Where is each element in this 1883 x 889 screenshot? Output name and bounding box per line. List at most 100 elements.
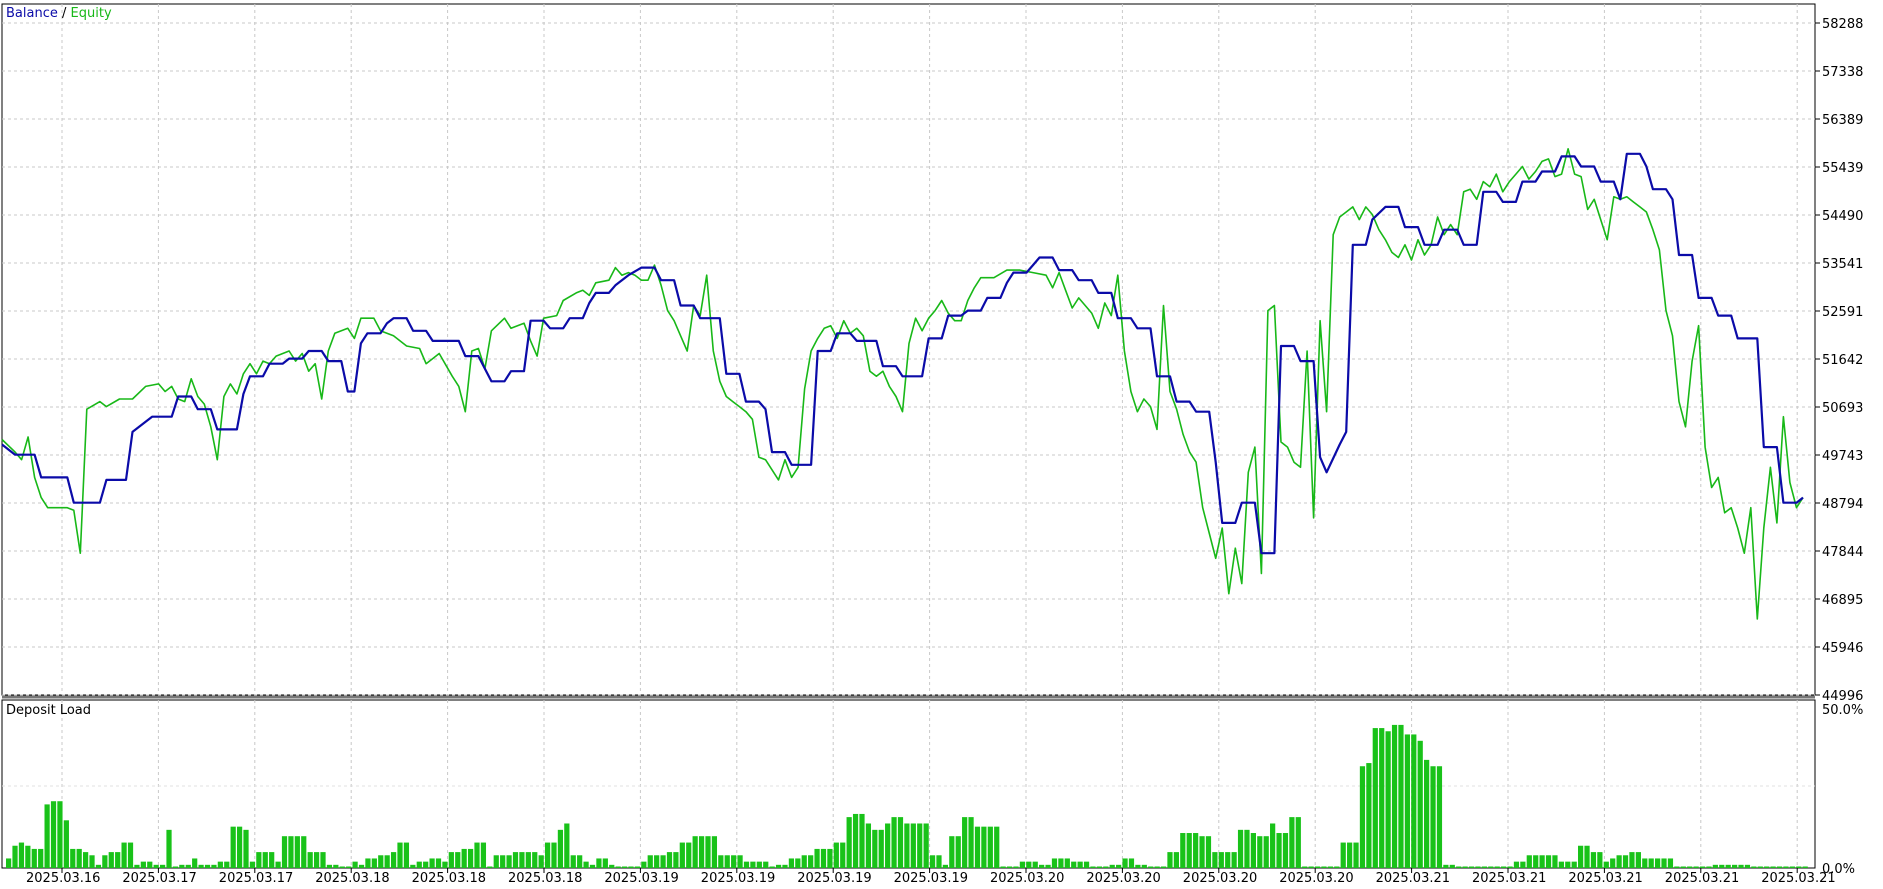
- x-tick-label: 2025.03.20: [1279, 871, 1353, 885]
- load-bar: [1231, 852, 1237, 868]
- load-bar: [1597, 852, 1603, 868]
- load-bar: [70, 848, 76, 868]
- load-bar: [1302, 866, 1308, 868]
- load-bar: [1295, 817, 1301, 868]
- load-bar: [1764, 866, 1770, 868]
- x-tick-label: 2025.03.18: [508, 871, 582, 885]
- x-tick-label: 2025.03.18: [315, 871, 389, 885]
- load-bar: [1578, 845, 1584, 868]
- load-bar: [63, 820, 69, 868]
- load-bar: [166, 829, 172, 868]
- load-bar: [1706, 866, 1712, 868]
- load-bar: [673, 852, 679, 868]
- load-bar: [487, 866, 493, 868]
- load-bar: [1160, 866, 1167, 868]
- load-bar: [1077, 861, 1083, 868]
- load-bar: [1610, 858, 1616, 868]
- load-bar: [904, 823, 910, 868]
- load-bar: [538, 855, 544, 868]
- load-bar: [1545, 855, 1552, 868]
- load-bar: [333, 864, 339, 868]
- load-bar: [1327, 866, 1333, 868]
- load-bar: [461, 848, 467, 868]
- load-bar: [1468, 866, 1475, 868]
- load-bar: [1424, 759, 1430, 868]
- load-bar: [211, 864, 217, 868]
- load-bar: [878, 829, 884, 868]
- load-bar: [1321, 866, 1327, 868]
- load-bar: [1103, 866, 1109, 868]
- y-tick-label: 46895: [1822, 593, 1863, 608]
- load-bar: [89, 855, 95, 868]
- load-bar: [1173, 852, 1179, 868]
- x-tick-label: 2025.03.20: [990, 871, 1064, 885]
- load-bar: [1436, 766, 1443, 868]
- load-bar: [1359, 766, 1366, 868]
- load-bar: [1622, 855, 1629, 868]
- load-bar: [38, 848, 44, 868]
- load-bar: [416, 861, 422, 868]
- load-bar: [1648, 858, 1654, 868]
- load-y-tick-label: 50.0%: [1822, 703, 1863, 718]
- load-bar: [1334, 866, 1340, 868]
- load-bar: [326, 864, 333, 868]
- load-bar: [1552, 855, 1558, 868]
- load-bar: [795, 858, 801, 868]
- y-tick-label: 52591: [1822, 305, 1863, 320]
- load-bar: [583, 861, 589, 868]
- load-bar: [820, 848, 827, 868]
- load-bar: [1032, 861, 1038, 868]
- load-bar: [1019, 861, 1026, 868]
- load-bar: [1276, 833, 1282, 868]
- load-bar: [1013, 866, 1019, 868]
- load-bar: [557, 829, 564, 868]
- load-bar: [1635, 852, 1641, 868]
- y-tick-label: 47844: [1822, 545, 1863, 560]
- load-y-tick-label: 0.0%: [1822, 862, 1855, 877]
- load-bar: [962, 817, 968, 868]
- load-bar: [788, 858, 795, 868]
- load-bar: [1488, 866, 1494, 868]
- load-bar: [230, 826, 236, 868]
- load-bar: [192, 858, 198, 868]
- load-bar: [1404, 734, 1410, 868]
- load-bar: [1783, 866, 1789, 868]
- load-bar: [1391, 724, 1398, 868]
- load-bar: [1796, 866, 1802, 868]
- load-bar: [827, 848, 833, 868]
- load-bar: [1186, 833, 1192, 868]
- load-bar: [1565, 861, 1571, 868]
- legend-balance: Balance: [6, 6, 58, 21]
- load-bar: [1603, 861, 1609, 868]
- load-bar: [923, 823, 929, 868]
- load-bar: [474, 842, 480, 868]
- load-bar: [1481, 866, 1487, 868]
- load-bar: [256, 852, 262, 868]
- load-bar: [910, 823, 916, 868]
- load-bar: [1218, 852, 1224, 868]
- load-bar: [711, 836, 718, 868]
- load-bar: [692, 836, 698, 868]
- load-bar: [750, 861, 756, 868]
- load-bar: [301, 836, 307, 868]
- load-bar: [307, 852, 313, 868]
- load-bar: [1590, 852, 1597, 868]
- x-tick-label: 2025.03.21: [1761, 871, 1835, 885]
- load-bar: [1096, 866, 1102, 868]
- load-bar: [628, 866, 634, 868]
- load-bar: [1135, 864, 1141, 868]
- load-bar: [1109, 864, 1115, 868]
- load-bar: [891, 817, 897, 868]
- load-bar: [18, 842, 25, 868]
- load-bar: [467, 848, 474, 868]
- legend-equity: Equity: [70, 6, 112, 21]
- load-bar: [1154, 866, 1160, 868]
- series-line-equity: [1, 148, 1804, 620]
- load-bar: [1353, 842, 1359, 868]
- load-bar: [1674, 866, 1680, 868]
- load-bar: [1340, 842, 1346, 868]
- load-bar: [1250, 833, 1256, 868]
- load-bar: [1128, 858, 1135, 868]
- load-bar: [1757, 866, 1763, 868]
- load-bar: [589, 864, 596, 868]
